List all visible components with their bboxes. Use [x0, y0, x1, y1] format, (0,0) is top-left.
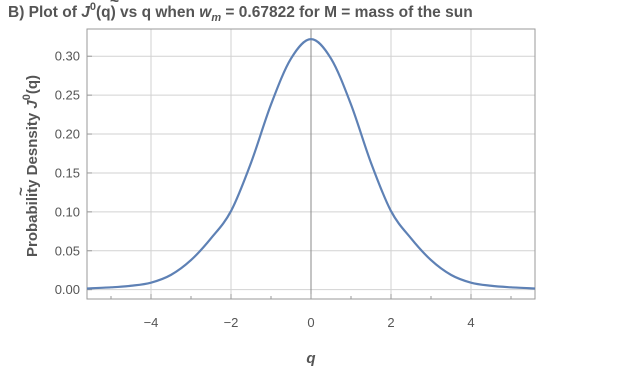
y-axis-label: Probability Desnsity J0(q) [21, 75, 41, 257]
y-label-func: J [24, 100, 41, 109]
series-line [86, 38, 536, 290]
title-func-sup: 0 [90, 1, 96, 13]
x-tick-label: −2 [224, 315, 239, 330]
x-axis-label: q [306, 350, 315, 367]
y-tick-label: 0.20 [55, 127, 80, 142]
y-label-func-mark: ~ [13, 187, 30, 196]
tick-labels: −4 −2 0 2 4 0.00 0.05 0.10 0.15 0.20 0.25 0.30 [55, 49, 475, 330]
y-tick-label: 0.00 [55, 282, 80, 297]
y-tick-label: 0.10 [55, 204, 80, 219]
title-w-sub: m [211, 12, 221, 24]
x-tick-label: 4 [467, 315, 474, 330]
ticks [87, 55, 512, 299]
chart-title: B) Plot of J0(q) vs q when wm = 0.67822 … [8, 1, 473, 24]
y-label-func-sup: 0 [21, 94, 33, 100]
y-tick-label: 0.30 [55, 49, 80, 64]
y-tick-label: 0.05 [55, 243, 80, 258]
title-func-mark: ~ [110, 0, 119, 10]
y-tick-label: 0.25 [55, 88, 80, 103]
x-tick-label: 0 [307, 315, 314, 330]
title-func: J [81, 4, 90, 21]
y-tick-label: 0.15 [55, 165, 80, 180]
x-tick-label: 2 [387, 315, 394, 330]
x-tick-label: −4 [144, 315, 159, 330]
